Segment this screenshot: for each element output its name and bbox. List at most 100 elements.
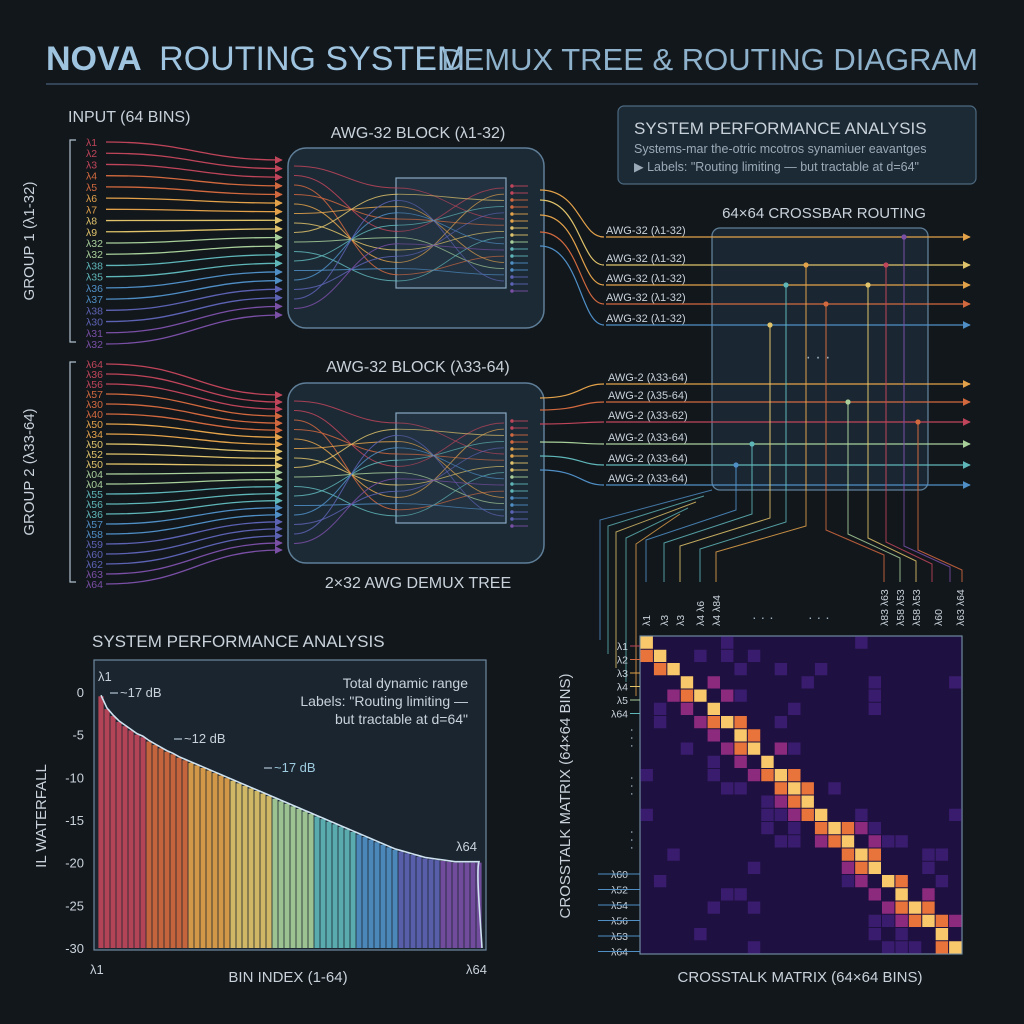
awg-port [510,198,514,202]
input-lambda-label: λ38 [86,305,103,317]
group2-inputs: λ64λ36λ56λ57λ30λ40λ50λ34λ50λ52λ50λ04λ04λ… [86,359,283,591]
waterfall-bar [434,860,440,948]
awg-waveguide [397,472,505,517]
waterfall-bar [266,796,272,948]
input-lambda-label: λ59 [86,539,103,551]
matrix-cell [895,901,908,914]
input-fiber [105,363,283,399]
crossbar-input-label: AWG-2 (λ35-64) [608,390,688,402]
matrix-feed-line [885,490,933,582]
matrix-cell [734,888,747,901]
matrix-row-feed [635,513,681,696]
input-fiber [105,276,283,300]
waterfall-callout: ~17 dB [120,685,162,700]
waterfall-bar [428,859,434,948]
awg-waveguide [293,478,399,544]
matrix-cell [747,769,761,782]
matrix-cell [814,663,828,676]
input-lambda-label: λ32 [86,339,103,351]
input-fiber [105,141,283,164]
matrix-cell [734,742,747,755]
input-lambda-label: λ57 [86,519,103,531]
matrix-cell [707,716,720,729]
matrix-cell [868,822,881,835]
matrix-top-label: λ58 λ53 [895,589,907,626]
matrix-cell [841,835,855,848]
matrix-cell [895,941,908,954]
awg-waveguide [397,268,505,276]
matrix-cell [640,808,653,821]
awg-waveguide [397,243,505,251]
waterfall-bar [104,709,110,948]
input-lambda-label: λ31 [86,328,103,340]
matrix-feed-line [679,490,771,582]
crossbar-input-label: AWG-2 (λ33-64) [608,453,688,465]
crossbar-ellipsis: · · · [806,349,831,366]
matrix-feed-line [847,490,901,582]
matrix-row-label: λ60 [611,869,628,881]
waterfall-y-axis: 0 -5 -10 -15 -20 -25 -30 [65,685,84,956]
header-subtitle: DEMUX TREE & ROUTING DIAGRAM [441,42,978,77]
matrix-cell [801,782,814,795]
waterfall-bar [152,744,158,948]
matrix-cell [721,636,734,649]
waterfall-bar [422,858,428,948]
awg-port [510,496,514,500]
crossbar-input-label: AWG-2 (λ33-64) [608,473,688,485]
matrix-cell [868,861,881,874]
awg-port [510,510,514,514]
input-lambda-label: λ36 [86,369,103,381]
waterfall-bar [314,816,320,948]
crossbar-input-fiber [539,421,605,425]
awg-port [510,275,514,279]
matrix-row-label: λ64 [611,947,628,959]
input-fiber [105,413,283,435]
matrix-cell [935,914,949,927]
waterfall-bar [452,862,458,948]
matrix-cell [788,702,801,715]
matrix-cell [761,822,774,835]
waterfall-bar [458,862,464,948]
awg-port [510,191,514,195]
awg-port [510,503,514,507]
waterfall-bar [440,860,446,948]
matrix-cell [774,742,788,755]
matrix-row-label: λ54 [611,900,628,912]
input-fiber [105,539,283,575]
awg-waveguide [397,237,505,282]
input-lambda-label: λ36 [86,509,103,521]
perf-box [617,105,977,185]
matrix-cell [694,689,707,702]
input-lambda-label: λ32 [86,238,103,250]
matrix-cell [788,769,801,782]
awg-waveguide [293,428,399,468]
matrix-cell [828,782,841,795]
matrix-cell [734,689,747,702]
awg-waveguide [397,434,505,517]
matrix-cell [895,888,908,901]
waterfall-bar [290,806,296,948]
perf-box-title: SYSTEM PERFORMANCE ANALYSIS [634,119,927,138]
awg-waveguide [293,206,399,214]
matrix-row-ellipsis: · · · [625,776,640,796]
awg-waveguide [293,268,399,271]
awg-waveguide [293,222,399,251]
header-title-rest: ROUTING SYSTEM [159,40,465,78]
waterfall-y-tick: -20 [65,856,84,871]
matrix-cell [721,689,734,702]
input-fiber [105,293,283,323]
input-lambda-label: λ9 [86,227,97,239]
awg-port [510,219,514,223]
awg-tree-label: 2×32 AWG DEMUX TREE [325,575,511,592]
input-fiber [105,285,283,311]
awg-waveguide [293,224,399,262]
awg-waveguide [293,194,399,220]
matrix-top-ellipsis: · · · [808,609,830,625]
awg-waveguide [293,419,399,511]
waterfall-bar [326,821,332,948]
matrix-cell [707,755,720,768]
input-lambda-label: λ58 [86,529,103,541]
matrix-cell [774,795,788,808]
matrix-cell [855,808,868,821]
awg-port [510,454,514,458]
